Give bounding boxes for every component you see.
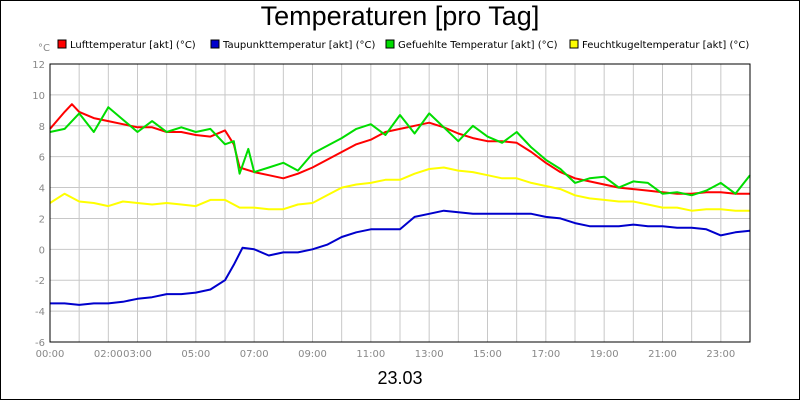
legend-swatch-2 <box>210 39 220 49</box>
x-tick-label: 13:00 <box>415 349 444 360</box>
x-tick-label: 23:00 <box>706 349 735 360</box>
x-tick-label: 07:00 <box>240 349 269 360</box>
x-tick-label: 21:00 <box>648 349 677 360</box>
legend: Lufttemperatur [akt] (°C) Taupunkttempera… <box>57 39 749 51</box>
legend-label-4: Feuchtkugeltemperatur [akt] (°C) <box>582 40 749 51</box>
legend-swatch-3 <box>385 39 395 49</box>
x-tick-label: 11:00 <box>356 349 385 360</box>
y-tick-label: -4 <box>35 307 45 318</box>
series-line-1 <box>49 103 750 195</box>
x-tick-label: 19:00 <box>590 349 619 360</box>
axes: -6 -4 -2 0 2 4 6 8 10 12 00:00 02:00 03:00 05:00 07:00… <box>32 60 751 360</box>
legend-swatch-1 <box>57 39 67 49</box>
x-tick-label: 17:00 <box>531 349 560 360</box>
chart-title: Temperaturen [pro Tag] <box>260 1 540 31</box>
y-tick-label: -6 <box>35 338 45 349</box>
y-tick-label: 6 <box>39 153 45 164</box>
y-tick-label: 8 <box>39 122 45 133</box>
y-tick-label: 2 <box>39 214 45 225</box>
x-tick-label: 02:00 <box>94 349 123 360</box>
legend-swatch-4 <box>569 39 579 49</box>
y-tick-label: 10 <box>32 91 45 102</box>
unit-label: °C <box>38 43 50 54</box>
y-tick-label: -2 <box>35 276 45 287</box>
series-line-2 <box>50 209 751 306</box>
x-tick-label: 00:00 <box>36 349 65 360</box>
x-tick-label: 15:00 <box>473 349 502 360</box>
x-tick-label: 03:00 <box>123 349 152 360</box>
y-tick-label: 0 <box>39 245 45 256</box>
legend-label-1: Lufttemperatur [akt] (°C) <box>70 40 196 51</box>
y-tick-label: 12 <box>32 60 45 71</box>
date-label: 23.03 <box>377 368 423 388</box>
series-line-4 <box>49 166 750 212</box>
legend-label-2: Taupunkttemperatur [akt] (°C) <box>222 40 375 51</box>
series-line-3 <box>49 106 751 197</box>
x-tick-label: 09:00 <box>298 349 327 360</box>
plot-area-border <box>49 63 751 343</box>
x-tick-label: 05:00 <box>181 349 210 360</box>
y-tick-label: 4 <box>39 184 45 195</box>
legend-label-3: Gefuehlte Temperatur [akt] (°C) <box>398 40 558 51</box>
grid <box>49 63 751 343</box>
series-lines <box>49 103 751 306</box>
